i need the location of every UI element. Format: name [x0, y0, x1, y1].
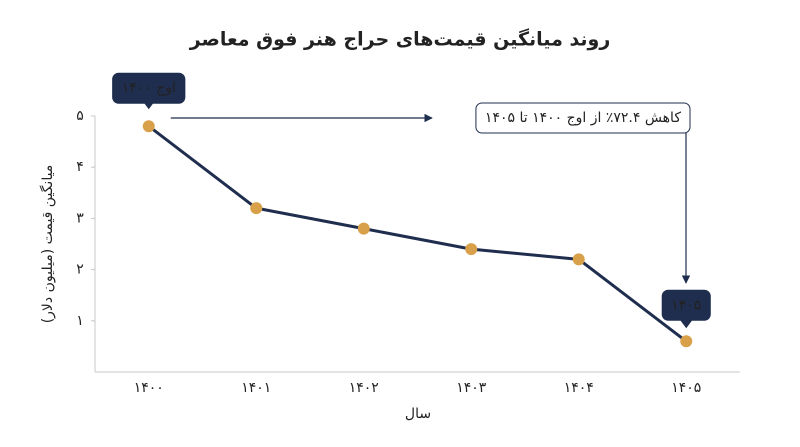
end-label: ۱۴۰۵	[671, 297, 701, 313]
point	[357, 222, 370, 235]
point	[680, 335, 693, 348]
y-tick-label: ۳	[76, 210, 84, 226]
peak-badge	[112, 72, 186, 104]
point	[142, 120, 155, 133]
x-tick-label: ۱۴۰۵	[671, 380, 701, 396]
line	[147, 125, 688, 343]
change-label: کاهش ۷۲.۴٪ از اوج ۱۴۰۰ تا ۱۴۰۵	[485, 110, 681, 126]
x-tick-label: ۱۴۰۴	[564, 380, 594, 396]
end-badge	[661, 289, 711, 321]
x-tick-label: ۱۴۰۳	[456, 380, 487, 396]
change-box	[475, 102, 691, 134]
chart-title: روند میانگین قیمت‌های حراج هنر فوق معاصر	[189, 28, 611, 51]
y-axis-label: میانگین قیمت (میلیون دلار)	[39, 165, 56, 324]
point	[572, 253, 585, 266]
y-tick-label: ۵	[76, 108, 84, 124]
x-axis-label: سال	[405, 406, 431, 422]
y-tick-label: ۱	[76, 313, 84, 329]
peak-label: اوج ۱۴۰۰	[122, 80, 176, 96]
x-tick-label: ۱۴۰۱	[241, 380, 271, 396]
point	[250, 202, 263, 215]
point	[465, 243, 478, 256]
y-tick-label: ۲	[76, 262, 84, 278]
y-tick-label: ۴	[76, 159, 84, 175]
x-tick-label: ۱۴۰۲	[349, 380, 379, 396]
pointer	[680, 320, 693, 329]
x-tick-label: ۱۴۰۰	[134, 380, 164, 396]
